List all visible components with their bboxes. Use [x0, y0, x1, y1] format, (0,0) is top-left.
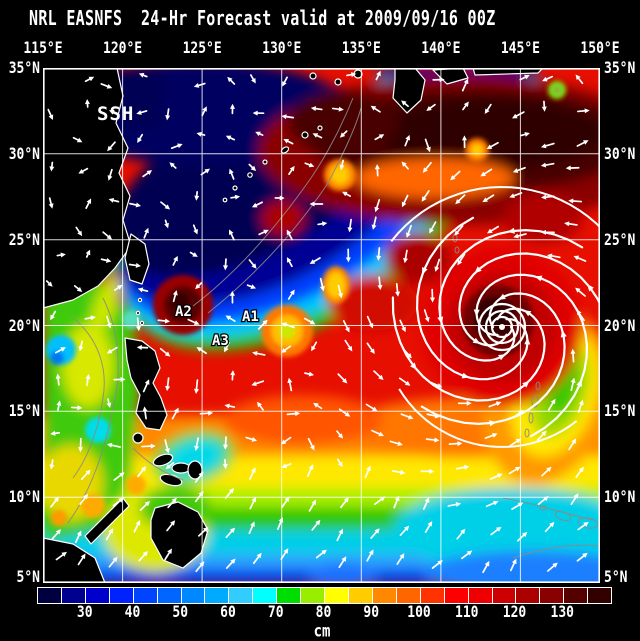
colorbar-segment [158, 588, 182, 603]
colorbar-segment [253, 588, 277, 603]
latitude-tick-label-left: 30°N [0, 146, 40, 164]
colorbar-segment [134, 588, 158, 603]
colorbar [37, 587, 612, 604]
colorbar-segment [349, 588, 373, 603]
colorbar-segment [86, 588, 110, 603]
colorbar-tick-label: 120 [503, 604, 526, 622]
island [140, 321, 143, 324]
longitude-tick-label: 145°E [501, 40, 540, 58]
colorbar-segment [301, 588, 325, 603]
island [335, 79, 341, 85]
island [136, 311, 139, 314]
colorbar-segment [469, 588, 493, 603]
colorbar-tick-label: 40 [125, 604, 141, 622]
latitude-tick-label-left: 10°N [0, 489, 40, 507]
latitude-tick-label-right: 10°N [604, 489, 640, 507]
colorbar-tick-label: 70 [268, 604, 284, 622]
colorbar-tick-label: 90 [363, 604, 379, 622]
island-mindoro [133, 433, 143, 443]
colorbar-tick-label: 110 [455, 604, 478, 622]
island-ryukyu [233, 186, 237, 190]
colorbar-tick-label: 60 [220, 604, 236, 622]
longitude-tick-label: 135°E [342, 40, 381, 58]
annotation-A3: A3 [212, 333, 229, 349]
longitude-tick-label: 130°E [262, 40, 301, 58]
annotation-A1: A1 [242, 309, 259, 325]
colorbar-tick-label: 50 [172, 604, 188, 622]
colorbar-segment [445, 588, 469, 603]
colorbar-segment [373, 588, 397, 603]
colorbar-segment [421, 588, 445, 603]
colorbar-segment [182, 588, 206, 603]
colorbar-segment [205, 588, 229, 603]
island [138, 298, 141, 301]
longitude-tick-label: 115°E [23, 40, 62, 58]
latitude-tick-label-left: 15°N [0, 403, 40, 421]
colorbar-tick-label: 130 [551, 604, 574, 622]
colorbar-tick-label: 100 [407, 604, 430, 622]
colorbar-segment [588, 588, 611, 603]
longitude-tick-label: 150°E [580, 40, 619, 58]
latitude-tick-label-right: 35°N [604, 60, 640, 78]
latitude-tick-label-left: 25°N [0, 232, 40, 250]
plot-title: NRL EASNFS 24-Hr Forecast valid at 2009/… [29, 6, 496, 30]
colorbar-segment [564, 588, 588, 603]
colorbar-segment [516, 588, 540, 603]
latitude-tick-label-left: 20°N [0, 318, 40, 336]
latitude-tick-label-left: 35°N [0, 60, 40, 78]
colorbar-segment [110, 588, 134, 603]
longitude-tick-label: 120°E [103, 40, 142, 58]
island-visayas [172, 463, 190, 473]
island-ryukyu [302, 132, 308, 138]
longitude-tick-label: 140°E [421, 40, 460, 58]
colorbar-tick-label: 30 [77, 604, 93, 622]
colorbar-segment [397, 588, 421, 603]
colorbar-segment [38, 588, 62, 603]
colorbar-segment [325, 588, 349, 603]
colorbar-unit: cm [314, 622, 331, 641]
colorbar-segment [229, 588, 253, 603]
ssh-field-map: SSH A1 A2 A3 [43, 68, 600, 583]
colorbar-segment [62, 588, 86, 603]
latitude-tick-label-right: 5°N [604, 569, 640, 587]
latitude-tick-label-right: 30°N [604, 146, 640, 164]
map-canvas: SSH A1 A2 A3 [43, 68, 600, 583]
latitude-tick-label-left: 5°N [0, 569, 40, 587]
island [310, 73, 316, 79]
colorbar-segment [493, 588, 517, 603]
annotation-A2: A2 [175, 304, 192, 320]
island-ryukyu [223, 198, 227, 202]
colorbar-tick-label: 80 [316, 604, 332, 622]
island-ryukyu [248, 173, 252, 177]
island-ryukyu [263, 160, 267, 164]
latitude-tick-label-right: 25°N [604, 232, 640, 250]
colorbar-segment [540, 588, 564, 603]
latitude-tick-label-right: 15°N [604, 403, 640, 421]
field-name-label: SSH [97, 103, 134, 125]
longitude-tick-label: 125°E [183, 40, 222, 58]
island-ryukyu [318, 126, 322, 130]
latitude-tick-label-right: 20°N [604, 318, 640, 336]
colorbar-segment [277, 588, 301, 603]
